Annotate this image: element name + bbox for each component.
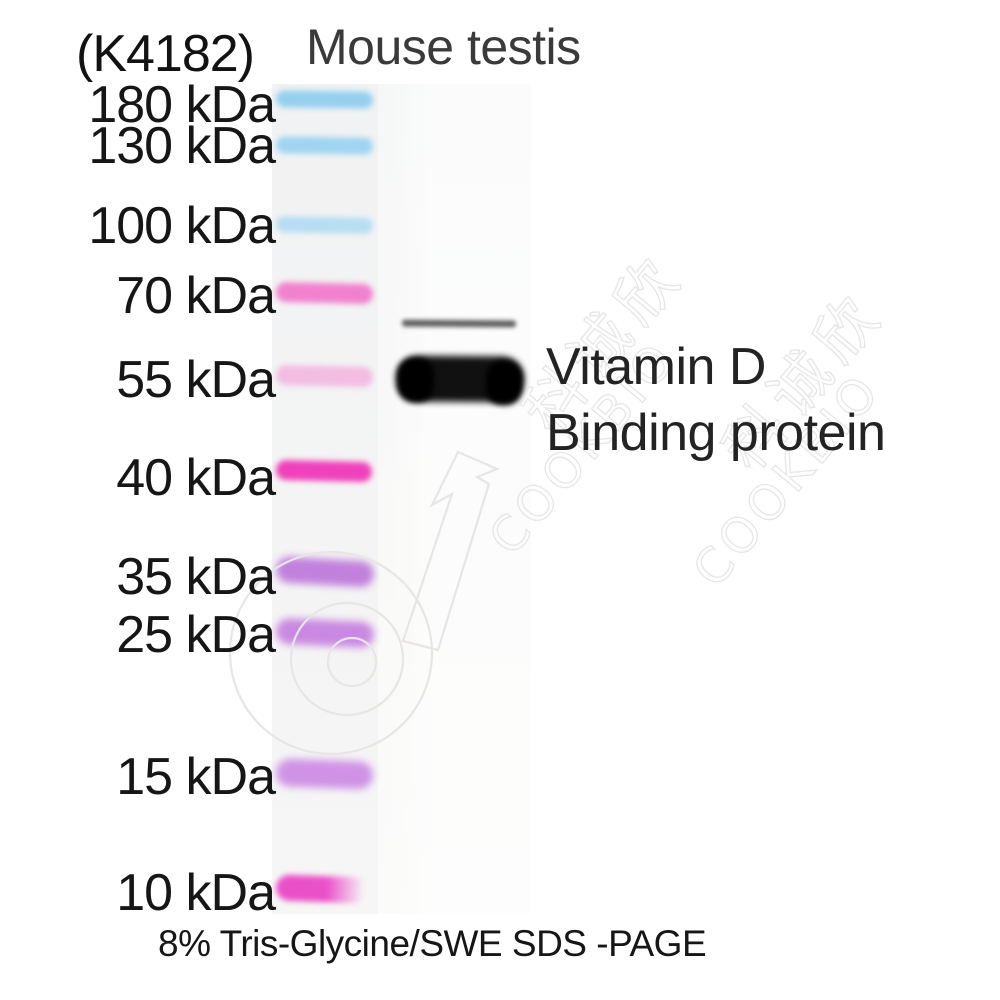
ladder-band-130kda [275,136,374,155]
gel-method-caption: 8% Tris-Glycine/SWE SDS -PAGE [158,923,707,964]
sample-title: Mouse testis [306,19,581,75]
ladder-band-15kda [275,758,374,790]
mw-label-70kda: 70 kDa [116,267,276,325]
ladder-band-35kda [275,556,375,588]
mw-label-40kda: 40 kDa [116,449,276,507]
target-band-annotation: Vitamin D Binding protein [546,334,886,466]
sample-band-main-left-blob [398,358,434,402]
annotation-line-2: Binding protein [546,404,886,462]
ladder-band-55kda [275,364,374,388]
mw-label-130kda: 130 kDa [88,117,276,175]
ladder-lane [272,84,378,914]
ladder-band-180kda [275,90,374,109]
ladder-band-25kda [275,617,375,649]
mw-label-100kda: 100 kDa [88,197,276,255]
annotation-line-1: Vitamin D [546,338,766,396]
ladder-band-100kda [275,216,374,234]
ladder-band-70kda [275,281,374,305]
mw-label-25kda: 25 kDa [116,606,276,664]
molecular-weight-labels: 180 kDa 130 kDa 100 kDa 70 kDa 55 kDa 40 kDa 3… [0,0,277,1000]
mw-label-10kda: 10 kDa [116,864,276,922]
mw-label-15kda: 15 kDa [116,748,276,806]
mw-label-55kda: 55 kDa [116,351,276,409]
sample-band-faint-upper [401,319,517,328]
ladder-band-40kda [275,459,373,483]
sample-lane [390,84,531,914]
sample-band-main-right-blob [486,361,522,405]
gel-blot [272,84,531,914]
mw-label-180kda: 180 kDa [88,76,276,134]
ladder-band-10kda [275,874,369,904]
mw-label-35kda: 35 kDa [116,548,276,606]
catalog-code: (K4182) [76,25,255,83]
